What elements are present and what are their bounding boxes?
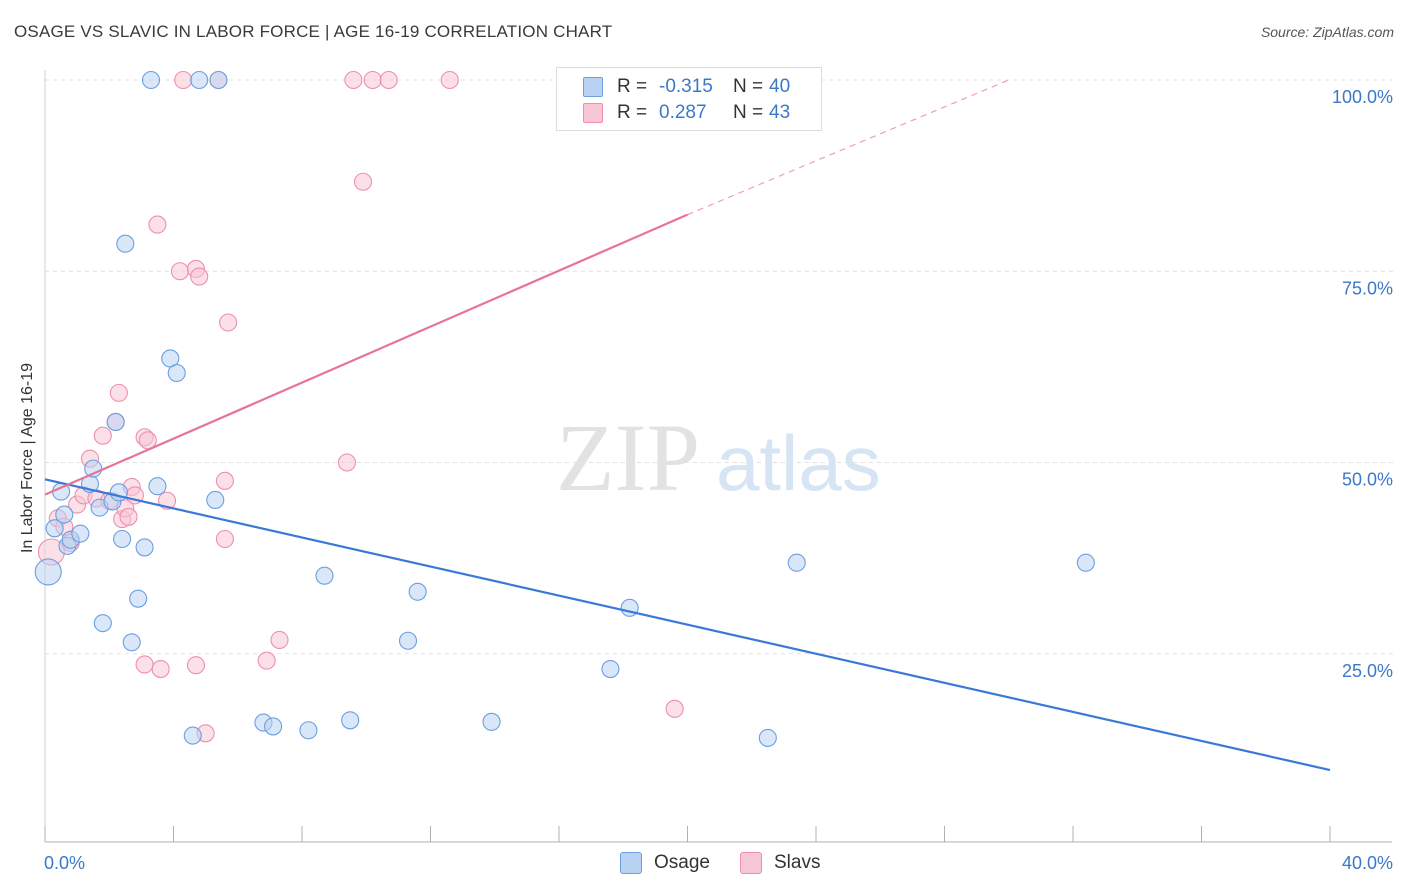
slavs-point <box>337 453 357 472</box>
legend-item-slavs: Slavs <box>740 852 820 874</box>
slavs-point <box>215 471 234 490</box>
slavs-point <box>119 507 138 526</box>
legend-row-osage: R = -0.315 N = 40 <box>583 75 790 99</box>
slavs-point <box>219 313 238 332</box>
slavs-point <box>353 172 373 191</box>
osage-point <box>45 519 64 538</box>
osage-point <box>408 582 427 601</box>
slavs-point <box>148 215 167 234</box>
osage-points <box>34 70 1095 747</box>
slavs-point <box>190 267 209 286</box>
slavs-point <box>109 383 128 402</box>
slavs-point <box>93 426 112 445</box>
correlation-legend: R = -0.315 N = 40 R = 0.287 N = 43 <box>556 67 822 131</box>
slavs-trend-extension <box>687 79 1009 216</box>
x-tick-label-min: 0.0% <box>44 853 85 873</box>
series-legend: Osage Slavs <box>0 852 1406 878</box>
slavs-swatch <box>740 852 762 874</box>
y-axis-label: In Labor Force | Age 16-19 <box>19 362 36 554</box>
osage-point <box>113 529 132 549</box>
slavs-point <box>257 651 276 670</box>
osage-point <box>55 505 74 524</box>
osage-point <box>758 728 777 747</box>
n-label: N = <box>733 76 764 97</box>
slavs-point <box>270 630 289 650</box>
slavs-point <box>151 659 170 679</box>
osage-point <box>398 631 418 650</box>
slavs-point <box>344 70 363 90</box>
osage-swatch <box>583 77 603 97</box>
slavs-point <box>215 529 234 549</box>
slavs-trend-line <box>44 213 688 496</box>
r-value: -0.315 <box>659 76 713 97</box>
osage-point <box>315 566 334 585</box>
watermark: ZIP atlas <box>556 404 881 511</box>
osage-point <box>141 70 161 90</box>
osage-point <box>34 558 62 586</box>
y-tick-label: 25.0% <box>1342 661 1393 681</box>
osage-point <box>209 70 228 90</box>
osage-point <box>148 477 167 496</box>
y-tick-label: 75.0% <box>1342 278 1393 298</box>
osage-point <box>106 412 125 432</box>
slavs-point <box>186 656 206 675</box>
osage-point <box>1076 553 1095 572</box>
osage-point <box>135 538 154 557</box>
osage-point <box>167 363 186 383</box>
slavs-point <box>379 70 398 90</box>
n-value: 40 <box>769 76 791 97</box>
r-label: R = <box>617 76 648 97</box>
osage-point <box>129 589 148 608</box>
osage-point <box>787 553 806 572</box>
chart-title: OSAGE VS SLAVIC IN LABOR FORCE | AGE 16-… <box>14 22 613 41</box>
r-label: R = <box>617 102 648 123</box>
watermark-atlas: atlas <box>716 419 881 507</box>
n-label: N = <box>733 102 764 123</box>
trend-lines <box>44 79 1331 772</box>
legend-row-slavs: R = 0.287 N = 43 <box>583 101 790 125</box>
osage-trend-line <box>44 478 1331 772</box>
source-credit: Source: ZipAtlas.com <box>1260 24 1394 40</box>
osage-point <box>183 726 202 745</box>
osage-point <box>601 659 620 679</box>
osage-point <box>71 524 90 543</box>
x-tick-label-max: 40.0% <box>1342 853 1393 873</box>
n-value: 43 <box>769 102 791 123</box>
grid-lines <box>45 79 1395 655</box>
watermark-zip: ZIP <box>556 404 700 511</box>
slavs-point <box>174 70 193 90</box>
osage-point <box>482 712 501 731</box>
y-tick-label: 50.0% <box>1342 470 1393 490</box>
r-value: 0.287 <box>659 102 707 123</box>
osage-point <box>299 721 318 740</box>
slavs-point <box>170 262 189 281</box>
slavs-point <box>135 655 154 674</box>
osage-point <box>206 490 225 510</box>
legend-label-osage: Osage <box>654 852 710 873</box>
slavs-point <box>440 70 459 90</box>
tick-labels: 25.0% 50.0% 75.0% 100.0% 0.0% 40.0% <box>44 87 1393 873</box>
slavs-point <box>665 699 684 718</box>
osage-point <box>341 711 360 730</box>
osage-point <box>190 70 209 90</box>
legend-label-slavs: Slavs <box>774 852 821 873</box>
osage-point <box>93 614 112 633</box>
osage-point <box>116 234 135 253</box>
y-tick-label: 100.0% <box>1332 87 1393 107</box>
axes <box>44 70 1392 843</box>
legend-item-osage: Osage <box>620 852 710 874</box>
osage-swatch <box>620 852 642 874</box>
slavs-swatch <box>583 103 603 123</box>
osage-point <box>122 633 141 652</box>
osage-point <box>264 717 283 736</box>
slavs-point <box>363 70 382 90</box>
